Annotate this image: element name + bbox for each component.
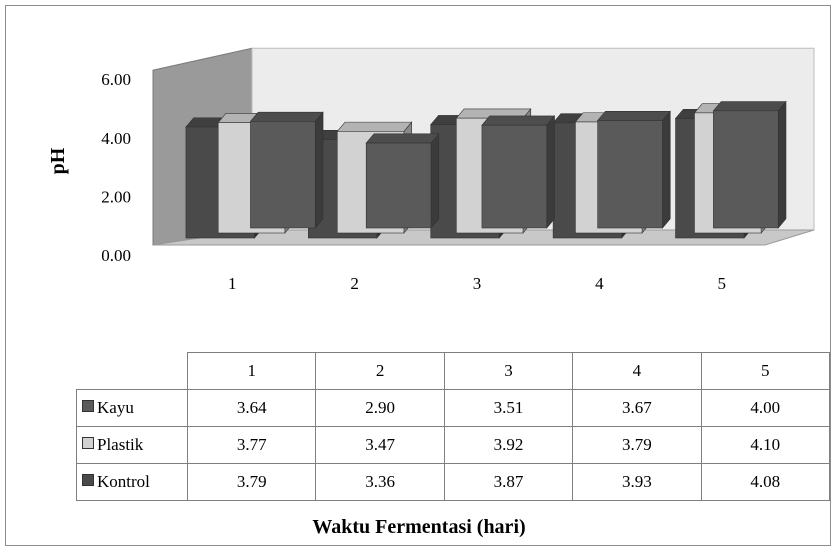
chart-bars — [185, 100, 787, 239]
table-corner — [76, 352, 189, 390]
table-cell: 3.77 — [187, 426, 317, 464]
bar-kayu-5 — [712, 100, 787, 229]
legend-label: Plastik — [97, 435, 144, 454]
bar-kayu-1 — [249, 111, 324, 229]
table-header-cell: 5 — [700, 352, 831, 390]
bar-front — [597, 120, 663, 229]
x-tick-label: 1 — [228, 274, 237, 293]
legend-entry-kontrol: Kontrol — [75, 463, 189, 501]
x-tick-label: 2 — [350, 274, 359, 293]
table-cell: 4.08 — [700, 463, 831, 501]
table-header-cell: 3 — [443, 352, 574, 390]
table-cell: 3.36 — [315, 463, 445, 501]
bar-kayu-3 — [481, 115, 556, 229]
y-tick-label: 4.00 — [101, 129, 131, 148]
bar-top — [365, 133, 440, 144]
bar-front — [713, 110, 779, 229]
table-row-kayu: Kayu 3.64 2.90 3.51 3.67 4.00 — [75, 389, 831, 427]
data-table: 1 2 3 4 5 Kayu 3.64 2.90 3.51 3.67 4.00 … — [75, 352, 831, 501]
bar-side — [546, 115, 555, 229]
legend-swatch-kayu — [82, 400, 94, 412]
table-row-kontrol: Kontrol 3.79 3.36 3.87 3.93 4.08 — [75, 463, 831, 501]
bar-top — [597, 110, 671, 121]
x-tick-label: 3 — [473, 274, 482, 293]
legend-entry-plastik: Plastik — [75, 426, 189, 464]
bar-side — [314, 111, 324, 229]
bar-front — [481, 124, 548, 229]
table-cell: 4.00 — [700, 389, 831, 427]
x-tick-label: 4 — [595, 274, 604, 293]
y-axis-ticks: 0.00 2.00 4.00 6.00 — [101, 70, 131, 265]
bar-side — [430, 133, 440, 229]
legend-entry-kayu: Kayu — [75, 389, 189, 427]
table-cell: 2.90 — [315, 389, 445, 427]
table-cell: 3.87 — [443, 463, 574, 501]
bar-top — [249, 111, 324, 122]
table-header-cell: 2 — [315, 352, 445, 390]
table-header-cell: 1 — [187, 352, 317, 390]
table-cell: 3.51 — [443, 389, 574, 427]
table-cell: 3.47 — [315, 426, 445, 464]
bar-kayu-4 — [597, 110, 671, 229]
x-tick-label: 5 — [718, 274, 727, 293]
table-cell: 3.67 — [572, 389, 702, 427]
table-row-plastik: Plastik 3.77 3.47 3.92 3.79 4.10 — [75, 426, 831, 464]
table-cell: 3.93 — [572, 463, 702, 501]
table-cell: 3.79 — [187, 463, 317, 501]
legend-label: Kontrol — [97, 472, 150, 491]
bar-side — [777, 100, 787, 229]
table-cell: 3.79 — [572, 426, 702, 464]
bar-front — [365, 142, 432, 229]
legend-swatch-kontrol — [82, 474, 94, 486]
table-header-cell: 4 — [572, 352, 702, 390]
table-cell: 3.92 — [443, 426, 574, 464]
bar-front — [250, 121, 316, 229]
chart-plot: 0.00 2.00 4.00 6.00 1 2 3 4 5 pH — [47, 47, 815, 293]
legend-label: Kayu — [97, 398, 134, 417]
bar-top — [481, 115, 556, 126]
y-tick-label: 6.00 — [101, 70, 131, 89]
x-axis-label: Waktu Fermentasi (hari) — [312, 516, 526, 538]
table-cell: 4.10 — [700, 426, 831, 464]
bar-kayu-2 — [365, 133, 440, 229]
bar-side — [662, 110, 671, 229]
table-cell: 3.64 — [187, 389, 317, 427]
table-header-row: 1 2 3 4 5 — [76, 352, 831, 390]
x-axis-ticks: 1 2 3 4 5 — [228, 274, 726, 293]
y-tick-label: 2.00 — [101, 187, 131, 206]
bar-top — [336, 121, 413, 132]
y-tick-label: 0.00 — [101, 246, 131, 265]
y-axis-label: pH — [47, 147, 69, 174]
legend-swatch-plastik — [82, 437, 94, 449]
bar-top — [712, 101, 787, 112]
